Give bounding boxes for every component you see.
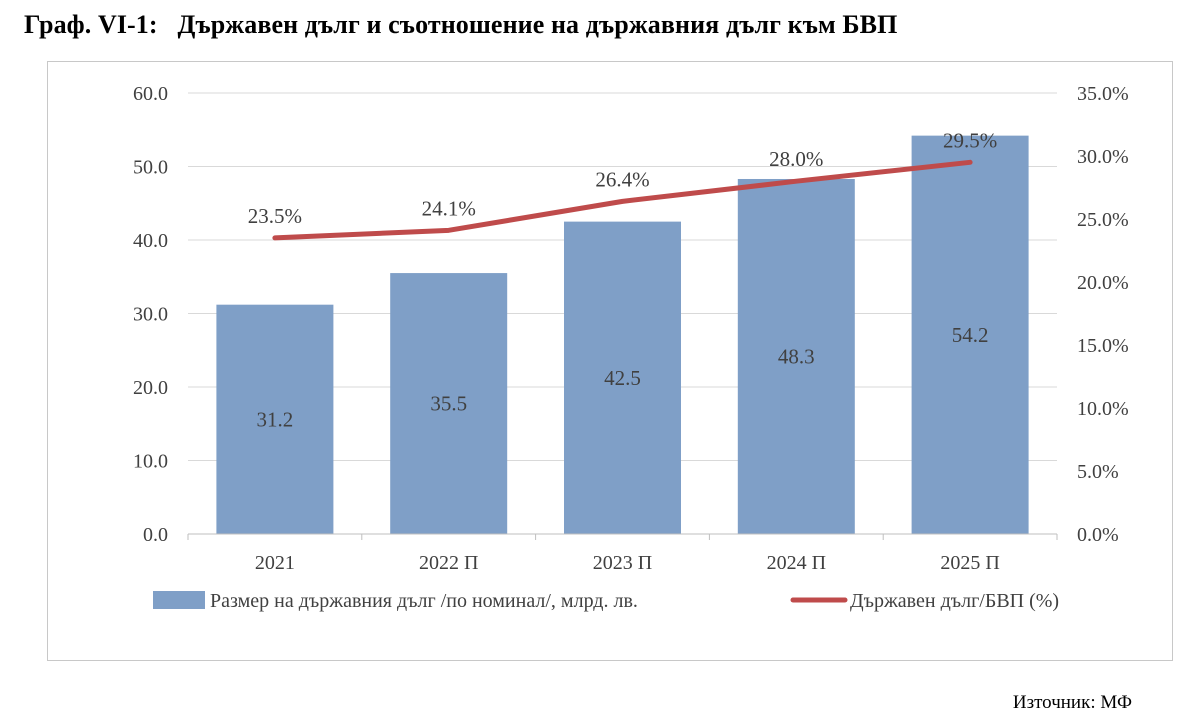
- line-series: [272, 159, 973, 241]
- x-tick-label: 2023 П: [593, 552, 652, 574]
- line-data-label: 26.4%: [595, 167, 649, 191]
- y-left-tick-label: 0.0: [143, 524, 168, 546]
- legend-bar-label: Размер на държавния дълг /по номинал/, м…: [210, 590, 638, 612]
- axes: 0.0 10.0 20.0 30.0 40.0 50.0 60.0 0.0% 5.0% 10.0%…: [133, 83, 1129, 574]
- y-left-tick-label: 40.0: [133, 230, 168, 252]
- y-right-tick-label: 10.0%: [1077, 398, 1129, 420]
- x-tick-label: 2025 П: [940, 552, 999, 574]
- bar-data-label: 31.2: [257, 407, 294, 431]
- x-tick-label: 2022 П: [419, 552, 478, 574]
- y-left-tick-label: 50.0: [133, 157, 168, 179]
- x-tick-label: 2021: [255, 552, 295, 574]
- bar: [564, 221, 681, 534]
- y-right-tick-label: 15.0%: [1077, 335, 1129, 357]
- line-data-label: 29.5%: [943, 128, 997, 152]
- bar: [737, 178, 855, 534]
- y-right-tick-label: 0.0%: [1077, 524, 1119, 546]
- y-right-tick-label: 30.0%: [1077, 146, 1129, 168]
- line-data-label: 23.5%: [248, 204, 302, 228]
- chart-title: Граф. VI-1: Държавен дълг и съотношение …: [24, 10, 898, 39]
- bar: [911, 135, 1029, 534]
- y-left-tick-label: 30.0: [133, 304, 168, 326]
- y-right-tick-label: 20.0%: [1077, 272, 1129, 294]
- y-right-tick-label: 5.0%: [1077, 461, 1119, 483]
- y-left-tick-label: 60.0: [133, 83, 168, 105]
- y-right-tick-label: 25.0%: [1077, 209, 1129, 231]
- line-data-label: 24.1%: [422, 196, 476, 220]
- bar-data-label: 48.3: [778, 344, 815, 368]
- bar: [390, 273, 508, 534]
- source-note: Източник: МФ: [1012, 692, 1132, 713]
- y-right-tick-label: 35.0%: [1077, 83, 1129, 105]
- bar-data-label: 35.5: [430, 392, 467, 416]
- line-path: [272, 159, 973, 241]
- x-tick-label: 2024 П: [767, 552, 826, 574]
- bar-series: [216, 135, 1029, 534]
- y-left-tick-label: 10.0: [133, 451, 168, 473]
- line-data-label: 28.0%: [769, 147, 823, 171]
- legend-bar-swatch: [153, 591, 205, 609]
- chart-frame: [47, 61, 1173, 661]
- legend-line-label: Държавен дълг/БВП (%): [850, 590, 1059, 612]
- bar: [216, 304, 334, 534]
- y-left-tick-label: 20.0: [133, 377, 168, 399]
- data-labels: 31.2 35.5 42.5 48.3 54.2 23.5% 24.1% 26.4% 28.0%…: [248, 128, 997, 431]
- bar-data-label: 42.5: [604, 366, 641, 390]
- bar-data-label: 54.2: [952, 323, 989, 347]
- legend: Размер на държавния дълг /по номинал/, м…: [153, 590, 1059, 612]
